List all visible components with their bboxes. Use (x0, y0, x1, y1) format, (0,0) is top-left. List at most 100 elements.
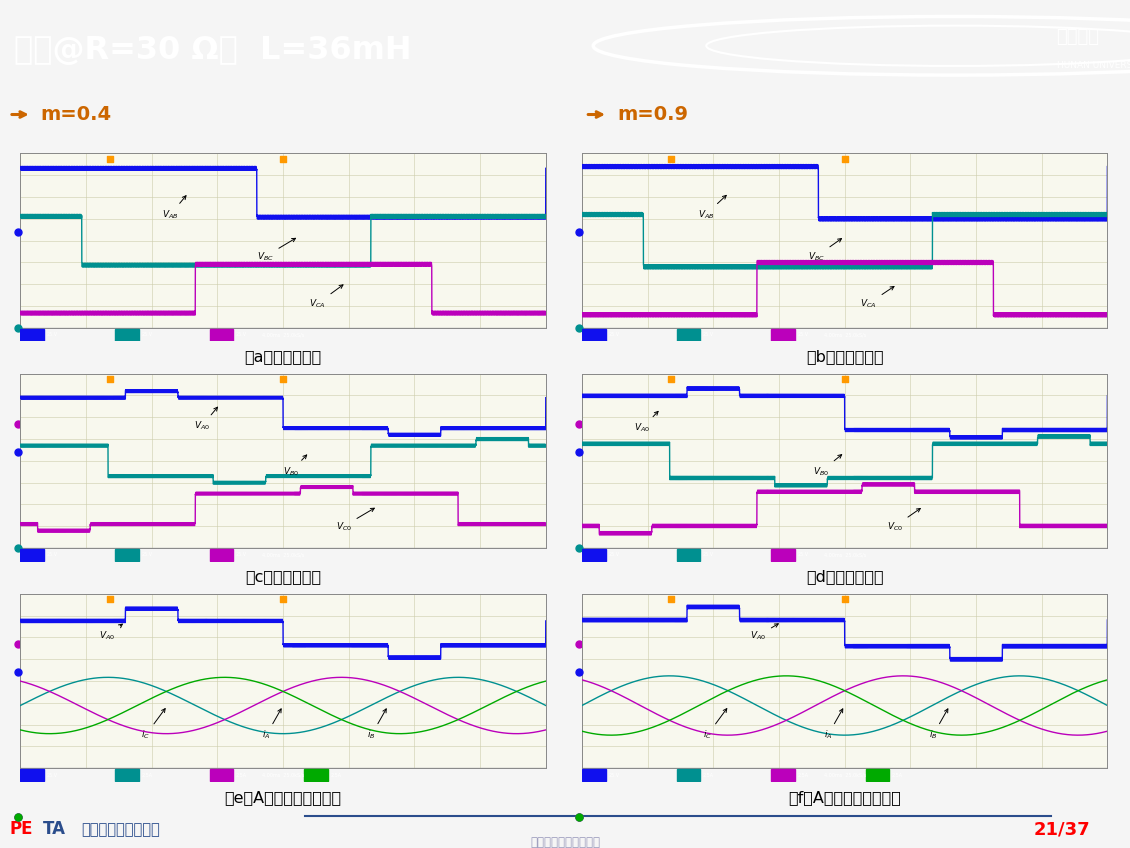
Text: 2.5A: 2.5A (798, 773, 808, 778)
Text: $i_B$: $i_B$ (929, 709, 948, 741)
Point (9, 406, 27, 420)
Text: $i_C$: $i_C$ (141, 709, 165, 741)
Text: $V_{BC}$: $V_{BC}$ (808, 238, 842, 263)
Text: $V_{A0}$: $V_{A0}$ (635, 411, 658, 434)
Point (273, 589, 292, 603)
Text: 4.00ms  25.0kS/s: 4.00ms 25.0kS/s (824, 552, 866, 557)
Point (571, 502, 589, 516)
Text: $i_A$: $i_A$ (262, 709, 281, 741)
Point (571, 406, 589, 420)
Text: 电力电子拓扑与应用: 电力电子拓扑与应用 (81, 822, 160, 837)
Text: $V_{A0}$: $V_{A0}$ (99, 624, 122, 642)
Text: （f）A相电压及三相电流: （f）A相电压及三相电流 (789, 789, 901, 805)
Text: 2.5A: 2.5A (141, 773, 153, 778)
Point (9, 186, 27, 199)
Text: （a）三相线电压: （a）三相线电压 (244, 349, 322, 365)
Point (836, 370, 854, 383)
Point (9, 699, 27, 712)
Point (571, 282, 589, 295)
Bar (209, 328, 233, 341)
Text: HUNAN UNIVERSITY: HUNAN UNIVERSITY (1057, 61, 1130, 70)
Point (9, 282, 27, 295)
Point (101, 589, 119, 603)
Point (9, 627, 27, 640)
Bar (115, 769, 139, 781)
Point (571, 699, 589, 712)
Bar (20, 769, 44, 781)
Text: $V_{C0}$: $V_{C0}$ (336, 508, 374, 533)
Point (662, 149, 680, 163)
Text: 25.V: 25.V (236, 332, 246, 338)
Point (662, 370, 680, 383)
Point (9, 502, 27, 516)
Point (101, 370, 119, 383)
Bar (209, 549, 233, 561)
Text: 25.V: 25.V (46, 552, 58, 557)
Text: $V_{AB}$: $V_{AB}$ (697, 195, 727, 220)
Text: 25.V: 25.V (236, 552, 246, 557)
Bar (20, 549, 44, 561)
Point (571, 234, 589, 248)
Text: 2.5A: 2.5A (330, 773, 341, 778)
Bar (771, 769, 794, 781)
Bar (677, 549, 701, 561)
Text: 25.V: 25.V (46, 332, 58, 338)
Text: （b）三相线电压: （b）三相线电压 (806, 349, 884, 365)
Bar (582, 549, 606, 561)
Text: 4.00ms  25.0kS/s: 4.00ms 25.0kS/s (262, 332, 304, 338)
Text: $V_{CA}$: $V_{CA}$ (860, 287, 894, 310)
Bar (677, 769, 701, 781)
Text: m=0.4: m=0.4 (41, 105, 112, 124)
Text: 2.5A: 2.5A (236, 773, 246, 778)
Text: $V_{C0}$: $V_{C0}$ (887, 509, 920, 533)
Text: （e）A相电压及三相电流: （e）A相电压及三相电流 (225, 789, 341, 805)
Bar (771, 549, 794, 561)
Bar (771, 328, 794, 341)
Text: 25.V: 25.V (141, 552, 153, 557)
Point (273, 149, 292, 163)
Text: $V_{B0}$: $V_{B0}$ (814, 455, 842, 477)
Text: 4.00ms  25.0kS/s: 4.00ms 25.0kS/s (824, 773, 866, 778)
Point (571, 186, 589, 199)
Bar (115, 328, 139, 341)
Text: 《电工技术学报》发布: 《电工技术学报》发布 (530, 836, 600, 848)
Point (571, 455, 589, 468)
Text: 25.V: 25.V (703, 552, 714, 557)
Point (9, 699, 27, 712)
Bar (115, 549, 139, 561)
Bar (304, 769, 328, 781)
Text: $V_{A0}$: $V_{A0}$ (193, 407, 218, 432)
Text: $V_{CA}$: $V_{CA}$ (310, 285, 344, 310)
Text: 2.5A: 2.5A (892, 773, 903, 778)
Text: $i_B$: $i_B$ (367, 709, 386, 741)
Text: $V_{AB}$: $V_{AB}$ (163, 196, 186, 220)
Text: 25.V: 25.V (798, 552, 808, 557)
Text: （d）三相相电压: （d）三相相电压 (806, 569, 884, 584)
Point (571, 627, 589, 640)
Text: 25.V: 25.V (608, 332, 619, 338)
Text: 25.V: 25.V (798, 332, 808, 338)
Bar (20, 328, 44, 341)
Text: 4.00ms  25.0kS/s: 4.00ms 25.0kS/s (824, 332, 866, 338)
Text: $V_{BC}$: $V_{BC}$ (257, 238, 296, 263)
Text: 2.5A: 2.5A (703, 773, 714, 778)
Point (571, 699, 589, 712)
Point (273, 370, 292, 383)
Point (9, 699, 27, 712)
Bar (866, 769, 889, 781)
Bar (677, 328, 701, 341)
Text: 25.V: 25.V (703, 332, 714, 338)
Bar (582, 769, 606, 781)
Text: 21/37: 21/37 (1034, 821, 1090, 839)
Text: 25.V: 25.V (141, 332, 153, 338)
Text: m=0.9: m=0.9 (617, 105, 688, 124)
Point (836, 149, 854, 163)
Text: 湖南大学: 湖南大学 (1057, 28, 1099, 46)
Point (9, 234, 27, 248)
Text: TA: TA (43, 821, 66, 839)
Text: PE: PE (9, 821, 33, 839)
Text: 25.V: 25.V (608, 552, 619, 557)
Point (101, 149, 119, 163)
Text: $i_A$: $i_A$ (824, 709, 843, 741)
Text: $V_{A0}$: $V_{A0}$ (750, 624, 779, 642)
